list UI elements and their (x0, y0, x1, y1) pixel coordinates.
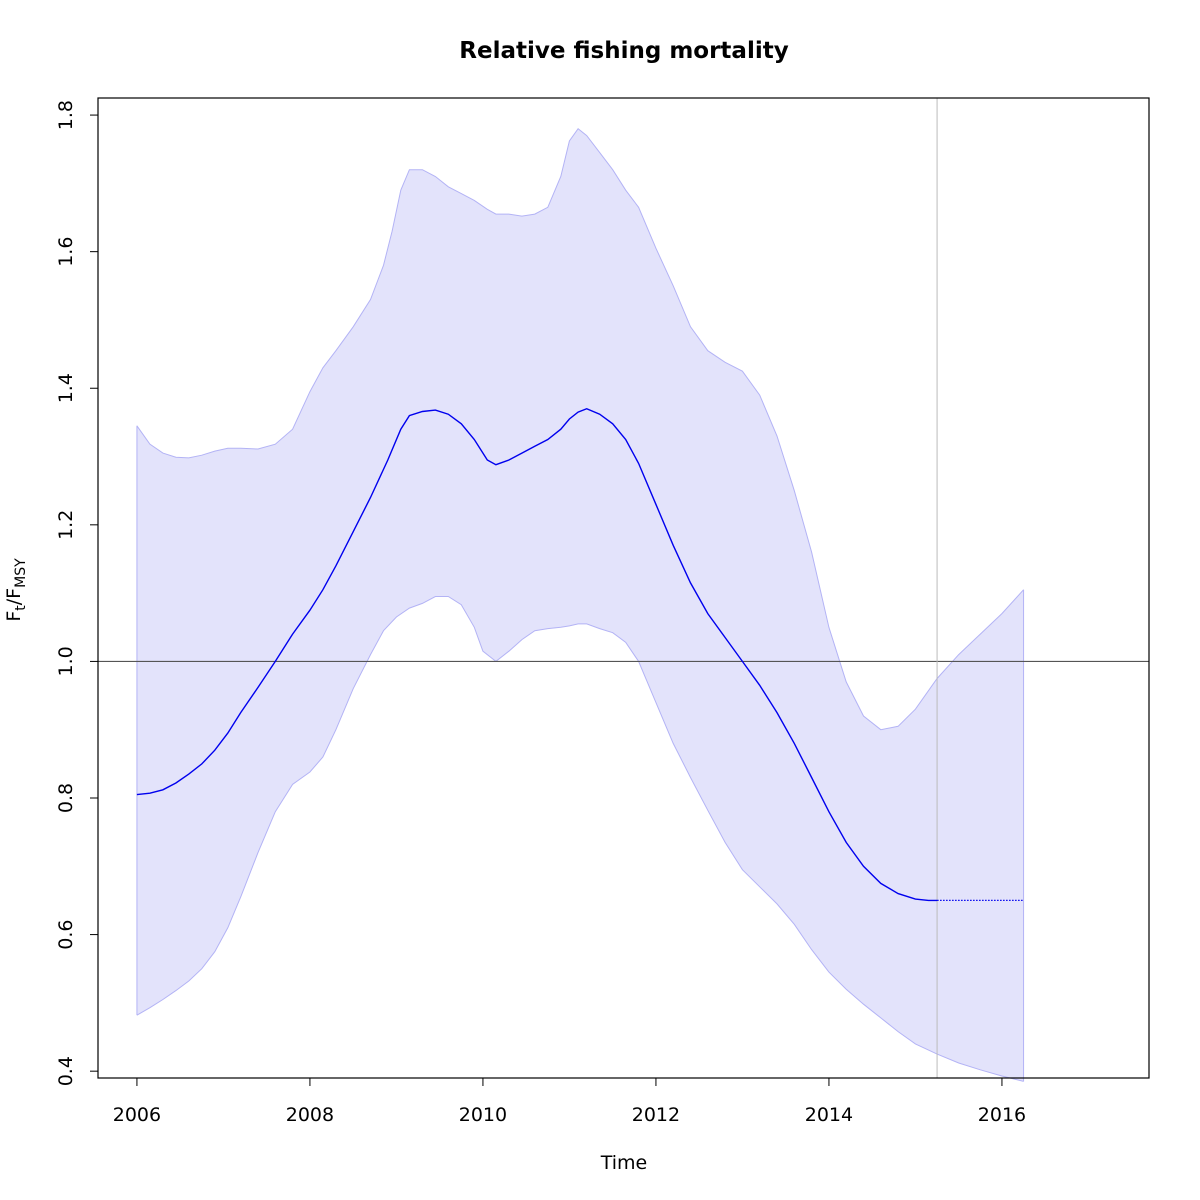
confidence-band (136, 128, 1024, 1082)
lower-bound-line (136, 596, 1024, 1082)
x-tick-label: 2010 (459, 1104, 507, 1126)
y-tick-label: 0.8 (55, 783, 77, 813)
x-tick-label: 2016 (978, 1104, 1026, 1126)
reference-lines-layer (98, 98, 1149, 1078)
y-tick-label: 0.6 (55, 919, 77, 949)
confidence-band-layer (136, 127, 1025, 1082)
y-axis-label: Ft/FMSY (3, 558, 29, 622)
x-tick-label: 2012 (632, 1104, 680, 1126)
x-axis-label: Time (600, 1152, 648, 1174)
estimate-line (136, 407, 938, 902)
y-tick-label: 1.0 (55, 646, 77, 676)
series-lines-layer (136, 407, 1024, 902)
y-axis: 0.4 0.6 0.8 1.0 1.2 1.4 1.6 1.8 (55, 100, 99, 1086)
chart-title: Relative fishing mortality (459, 38, 788, 64)
y-tick-label: 1.2 (55, 510, 77, 540)
y-axis-label-sub1: t (13, 605, 29, 611)
upper-bound-line (136, 127, 1024, 731)
y-axis-label-sep: /F (3, 588, 25, 605)
y-axis-label-sub2: MSY (13, 558, 29, 588)
x-tick-label: 2008 (286, 1104, 334, 1126)
y-tick-label: 1.4 (55, 373, 77, 403)
x-tick-label: 2006 (113, 1104, 161, 1126)
x-axis: 2006 2008 2010 2012 2014 2016 (113, 1077, 1026, 1126)
y-tick-label: 1.8 (55, 100, 77, 130)
y-axis-label-main: F (3, 611, 25, 622)
x-tick-label: 2014 (805, 1104, 853, 1126)
y-tick-label: 1.6 (55, 237, 77, 267)
y-tick-label: 0.4 (55, 1056, 77, 1086)
